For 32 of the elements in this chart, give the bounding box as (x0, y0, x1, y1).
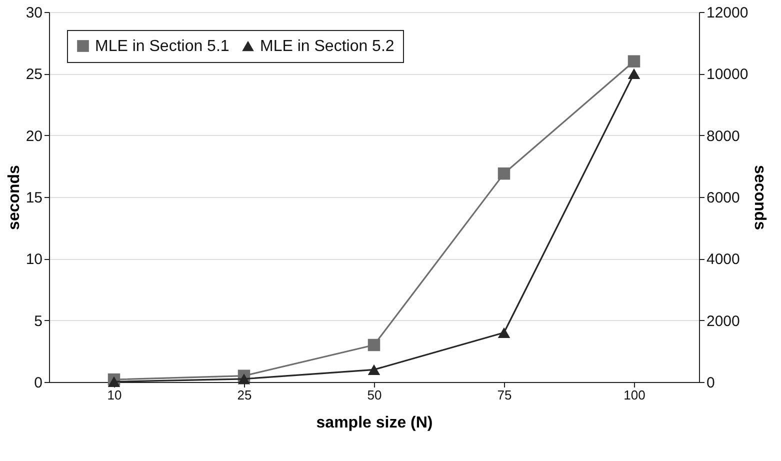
y2-tick-label: 6000 (706, 190, 740, 206)
y2-tick-label: 8000 (706, 128, 740, 145)
legend-label: MLE in Section 5.2 (260, 38, 394, 55)
y-tick-label: 30 (26, 4, 42, 22)
y2-tick-label: 0 (706, 374, 715, 392)
y-tick-label: 25 (26, 66, 42, 84)
point (628, 55, 640, 68)
legend-label: MLE in Section 5.1 (95, 38, 230, 55)
y2-tick-label: 2000 (706, 312, 740, 330)
point (108, 376, 120, 387)
y-axis-title: seconds (6, 164, 23, 230)
y2-axis-title: seconds (751, 165, 768, 230)
point (238, 374, 250, 384)
point (368, 338, 380, 352)
x-tick-label: 50 (367, 388, 382, 402)
y-tick-label: 5 (34, 312, 42, 330)
y-tick-label: 15 (26, 190, 42, 206)
x-axis-title: sample size (N) (316, 414, 433, 432)
x-tick-label: 75 (497, 388, 512, 402)
x-tick-label: 25 (237, 388, 252, 402)
y2-tick-label: 4000 (706, 251, 740, 268)
x-tick-label: 100 (624, 388, 646, 402)
x-tick-label: 10 (107, 388, 122, 402)
y2-tick-label: 10000 (706, 66, 748, 84)
y-tick-label: 10 (26, 251, 42, 268)
y-tick-label: 20 (26, 128, 42, 145)
y2-tick-label: 12000 (706, 4, 748, 22)
y-tick-label: 0 (34, 374, 42, 392)
point (368, 364, 380, 375)
point (498, 167, 510, 180)
point (498, 327, 510, 338)
point (628, 68, 640, 79)
